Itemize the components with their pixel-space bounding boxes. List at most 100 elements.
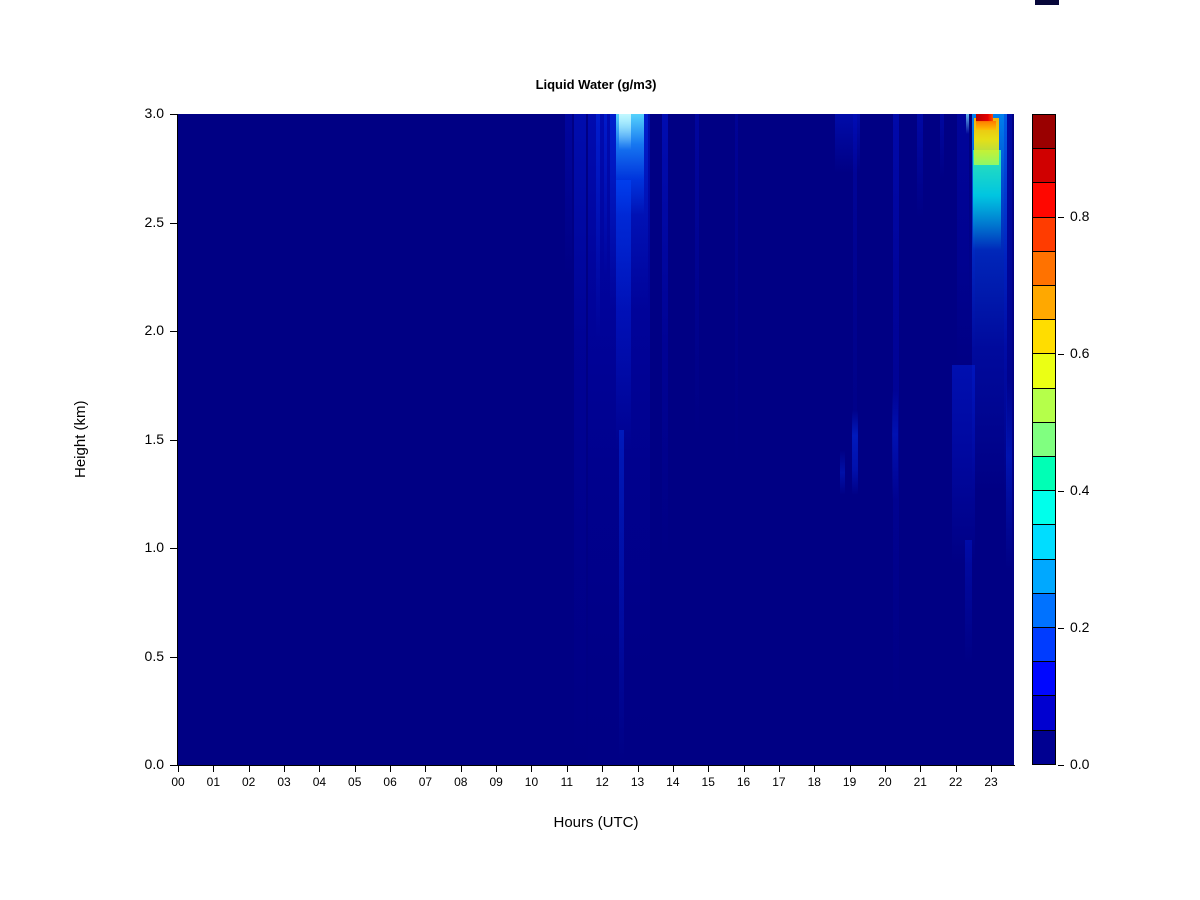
heatmap-feature <box>951 365 975 566</box>
colorbar-tick-label: 0.2 <box>1070 618 1090 635</box>
x-tick-label: 00 <box>171 775 185 789</box>
colorbar-block <box>1033 251 1055 287</box>
y-tick-mark <box>170 765 177 766</box>
heatmap-feature <box>852 114 857 505</box>
x-tick-label: 08 <box>454 775 468 789</box>
colorbar-block <box>1033 628 1055 663</box>
x-tick-label: 10 <box>524 775 539 789</box>
y-tick-label: 0.5 <box>144 647 164 664</box>
x-tick-label: 09 <box>489 775 503 789</box>
x-tick-label: 13 <box>630 775 645 789</box>
y-tick-label: 0.0 <box>144 756 164 772</box>
x-tick-mark <box>708 766 710 772</box>
heatmap-feature <box>966 114 969 134</box>
x-tick-mark <box>849 766 851 772</box>
x-tick-label: 22 <box>948 775 963 789</box>
chart-title: Liquid Water (g/m3) <box>535 77 657 92</box>
heatmap-feature <box>892 390 899 501</box>
y-axis-line <box>177 114 178 766</box>
x-tick-label: 02 <box>242 775 256 789</box>
x-tick-mark <box>213 766 215 772</box>
colorbar <box>1032 114 1056 765</box>
y-tick-label: 2.5 <box>144 213 164 230</box>
y-axis-ticks: 0.0 0.5 1.0 1.5 2.0 2.5 3.0 <box>0 105 178 772</box>
heatmap-feature <box>973 149 1002 251</box>
y-tick-label: 1.0 <box>144 539 164 555</box>
y-tick-mark <box>170 331 177 332</box>
colorbar-block <box>1033 320 1055 355</box>
x-tick-label: 11 <box>560 775 574 789</box>
heatmap-feature <box>618 114 632 150</box>
x-tick-mark <box>354 766 356 772</box>
colorbar-block <box>1033 388 1055 423</box>
window-edge-artifact <box>1035 0 1059 5</box>
x-tick-mark <box>672 766 674 772</box>
x-tick-label: 20 <box>878 775 892 789</box>
y-tick-mark <box>170 439 177 441</box>
y-tick-mark <box>170 114 177 115</box>
x-tick-label: 16 <box>736 775 751 789</box>
x-tick-mark <box>531 766 533 772</box>
heatmap-feature <box>618 429 624 762</box>
colorbar-block <box>1033 354 1055 389</box>
y-tick-label: 1.5 <box>144 430 164 447</box>
x-tick-label: 15 <box>701 775 715 789</box>
colorbar-tick-mark <box>1058 353 1064 355</box>
x-tick-label: 23 <box>984 775 998 789</box>
heatmap-feature <box>969 114 973 310</box>
x-tick-mark <box>920 766 922 772</box>
x-tick-label: 18 <box>807 775 821 789</box>
heatmap-feature <box>564 114 572 277</box>
heatmap-feature <box>940 114 944 180</box>
x-tick-mark <box>319 766 321 772</box>
y-tick-mark <box>170 656 177 658</box>
x-tick-mark <box>496 766 498 772</box>
heatmap-feature <box>975 120 996 130</box>
heatmap-feature <box>661 114 668 560</box>
colorbar-block <box>1033 730 1055 764</box>
x-axis-title: Hours (UTC) <box>553 814 639 831</box>
heatmap-feature <box>965 539 973 665</box>
y-tick-label: 3.0 <box>144 105 164 121</box>
x-tick-label: 17 <box>772 775 786 789</box>
x-tick-mark <box>743 766 745 772</box>
heatmap-feature <box>1003 114 1012 505</box>
x-tick-mark <box>460 766 462 772</box>
colorbar-tick-mark <box>1058 490 1064 492</box>
y-tick-mark <box>170 548 177 549</box>
x-tick-mark <box>955 766 957 772</box>
colorbar-tick-label: 0.8 <box>1070 207 1090 224</box>
x-tick-label: 01 <box>206 775 221 789</box>
heatmap-feature <box>975 114 993 122</box>
heatmap-feature <box>596 114 600 342</box>
x-tick-mark <box>602 766 604 772</box>
x-tick-mark <box>991 766 992 772</box>
x-tick-label: 14 <box>666 775 680 789</box>
colorbar-tick-label: 0.6 <box>1070 344 1090 361</box>
colorbar-block <box>1033 217 1055 252</box>
colorbar-ticks: 0.0 0.2 0.4 0.6 0.8 <box>1056 114 1136 772</box>
heatmap-feature <box>893 114 900 713</box>
heatmap-feature <box>1005 380 1012 571</box>
x-tick-mark <box>637 766 639 772</box>
y-tick-label: 2.0 <box>144 322 164 338</box>
x-axis-ticks: 00 01 02 03 04 05 06 07 08 09 10 11 12 13 14 15 16 17 18 19… <box>171 766 1014 798</box>
colorbar-block <box>1033 149 1055 184</box>
colorbar-block <box>1033 696 1055 731</box>
x-tick-mark <box>814 766 816 772</box>
colorbar-block <box>1033 662 1055 697</box>
x-axis-line <box>177 765 1015 766</box>
colorbar-block <box>1033 491 1055 526</box>
x-tick-label: 19 <box>842 775 857 789</box>
heatmap-feature <box>735 114 739 473</box>
x-tick-label: 07 <box>418 775 433 789</box>
heatmap-feature <box>835 114 860 173</box>
y-tick-mark <box>170 222 177 224</box>
heatmap-feature <box>574 114 587 765</box>
colorbar-tick-label: 0.0 <box>1070 756 1090 772</box>
x-tick-label: 06 <box>383 775 397 789</box>
x-tick-label: 05 <box>348 775 362 789</box>
heatmap-feature <box>917 114 924 219</box>
x-tick-mark <box>248 766 250 772</box>
x-tick-label: 21 <box>913 775 927 789</box>
